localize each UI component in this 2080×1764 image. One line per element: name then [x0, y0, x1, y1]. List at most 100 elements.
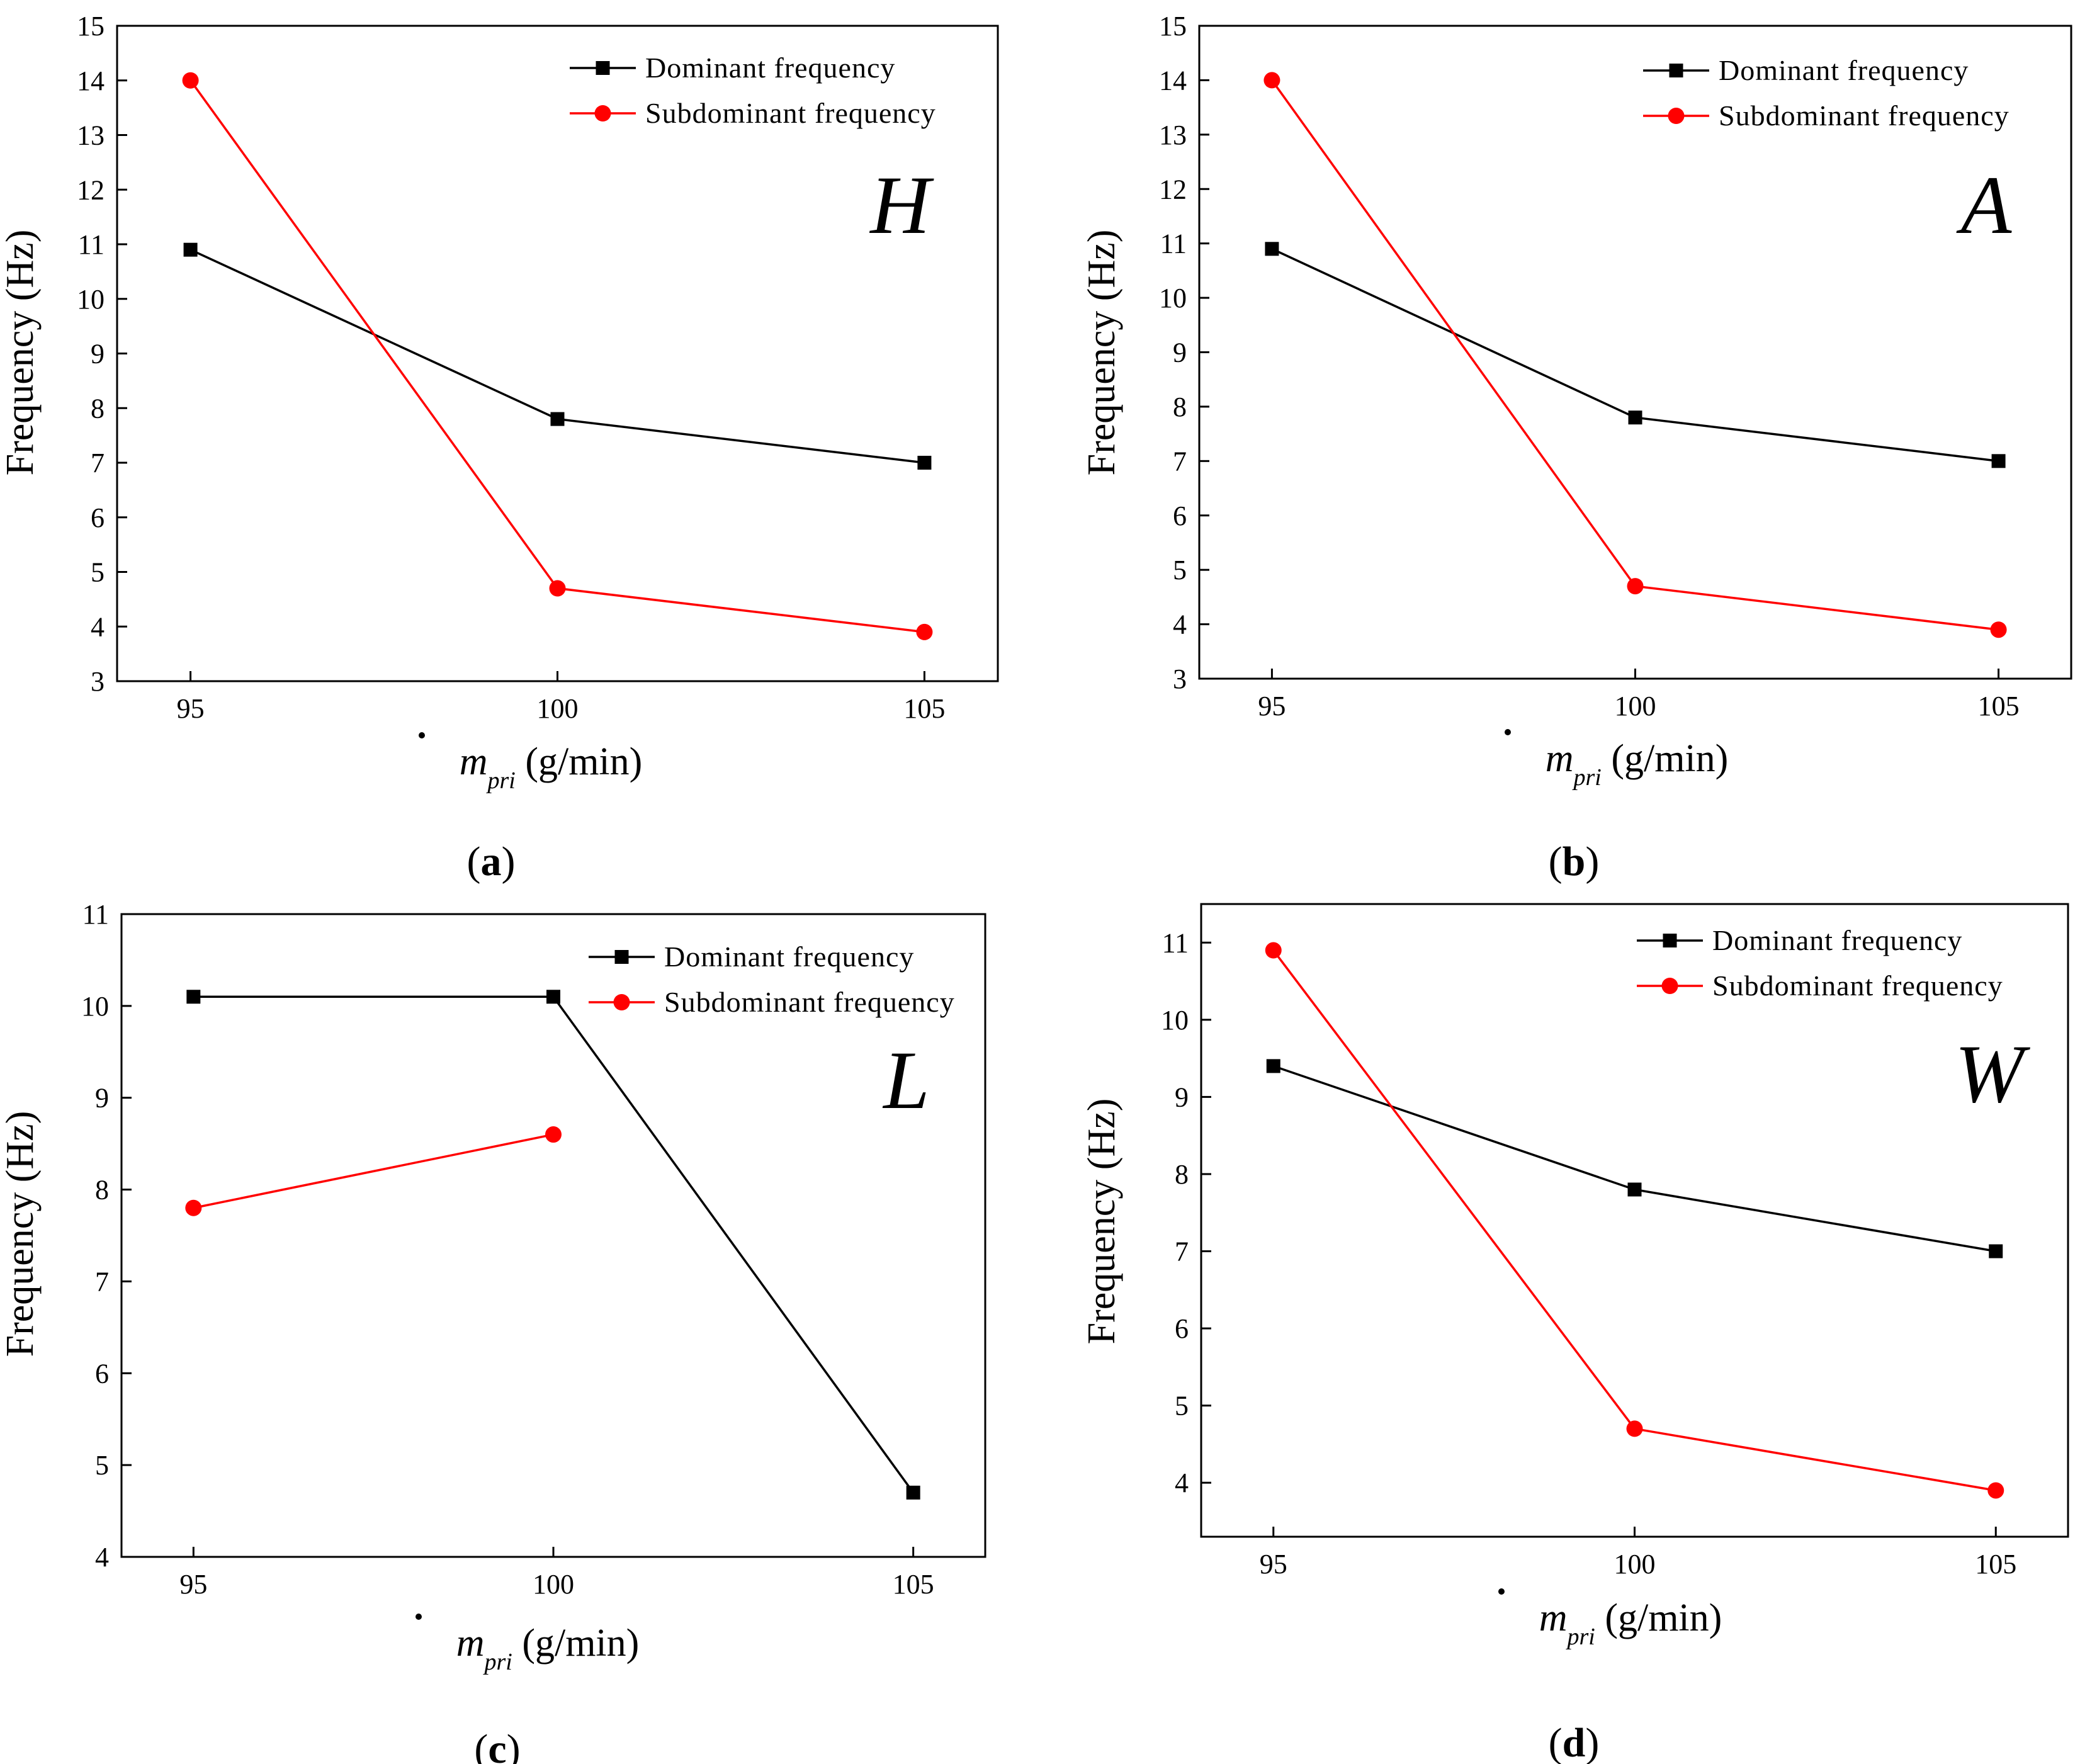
- caption-close: ): [502, 839, 516, 885]
- data-point-subdominant: [549, 580, 566, 597]
- caption-letter: d: [1563, 1720, 1586, 1764]
- y-tick-label: 11: [82, 899, 109, 930]
- x-tick-label: 95: [177, 693, 205, 724]
- x-axis-symbol: m: [456, 1622, 485, 1665]
- chart-panel-c: 4 5 6 7 8 9 10 11 95 100 105 Frequency (Hz) mpri (g/…: [0, 899, 986, 1764]
- x-axis-title: mpri (g/min): [460, 740, 643, 794]
- y-tick-label: 10: [77, 284, 105, 315]
- x-axis-title: mpri (g/min): [456, 1622, 640, 1675]
- y-tick-label: 10: [1159, 283, 1187, 314]
- data-point-dominant: [550, 412, 565, 426]
- y-tick-label: 5: [95, 1450, 109, 1481]
- data-point-dominant: [1989, 1244, 2003, 1258]
- y-tick-label: 13: [1159, 120, 1187, 150]
- data-point-dominant: [1628, 410, 1642, 425]
- legend-marker: [614, 950, 629, 964]
- x-axis-dot: [1498, 1588, 1505, 1595]
- y-tick-label: 4: [95, 1542, 109, 1573]
- data-point-subdominant: [185, 1199, 202, 1216]
- x-tick-label: 95: [1260, 1549, 1287, 1580]
- data-point-subdominant: [1263, 72, 1280, 89]
- x-tick-label: 95: [1258, 691, 1286, 721]
- y-tick-label: 9: [95, 1083, 109, 1114]
- legend-marker: [596, 61, 610, 75]
- legend-label: Subdominant frequency: [1719, 99, 2009, 132]
- legend-label: Dominant frequency: [645, 52, 895, 84]
- y-tick-label: 9: [91, 339, 105, 370]
- caption-close: ): [1585, 839, 1599, 885]
- data-point-subdominant: [1987, 1482, 2004, 1499]
- y-tick-label: 7: [1175, 1236, 1189, 1267]
- x-axis-unit: (g/min): [512, 1622, 639, 1665]
- x-tick-label: 100: [1614, 1549, 1656, 1580]
- x-axis-dot: [1505, 729, 1511, 735]
- x-axis-subscript: pri: [482, 1649, 512, 1675]
- data-point-dominant: [906, 1485, 920, 1500]
- y-axis-title: Frequency (Hz): [1080, 1099, 1123, 1345]
- data-point-subdominant: [1990, 621, 2007, 638]
- y-tick-label: 13: [77, 120, 105, 151]
- y-tick-label: 15: [77, 11, 105, 42]
- x-axis-title: mpri (g/min): [1539, 1597, 1722, 1650]
- caption-open: (: [1549, 839, 1563, 885]
- y-tick-label: 11: [1160, 229, 1187, 259]
- series-line-dominant: [193, 995, 915, 1493]
- y-tick-label: 7: [91, 448, 105, 478]
- y-tick-label: 8: [1173, 392, 1187, 422]
- y-tick-label: 12: [77, 174, 105, 205]
- legend-label: Subdominant frequency: [1712, 970, 2003, 1002]
- caption-open: (: [467, 839, 481, 885]
- panel-annotation: A: [1956, 159, 2013, 251]
- legend-label: Dominant frequency: [1719, 54, 1969, 86]
- x-axis-symbol: m: [1539, 1597, 1568, 1639]
- y-tick-label: 5: [1173, 555, 1187, 585]
- x-axis-symbol: m: [460, 740, 488, 783]
- legend-label: Dominant frequency: [664, 941, 914, 973]
- data-point-dominant: [186, 990, 201, 1004]
- y-axis-title: Frequency (Hz): [0, 230, 42, 476]
- x-tick-label: 95: [179, 1569, 207, 1600]
- x-tick-label: 105: [1978, 691, 2020, 721]
- legend-marker: [1663, 934, 1677, 947]
- x-tick-label: 105: [1975, 1549, 2016, 1580]
- legend-label: Subdominant frequency: [664, 986, 955, 1018]
- x-axis-unit: (g/min): [516, 740, 642, 783]
- legend-marker: [613, 994, 630, 1010]
- legend-marker: [1668, 108, 1685, 124]
- y-tick-label: 4: [91, 611, 105, 642]
- x-axis-unit: (g/min): [1602, 737, 1728, 780]
- x-tick-label: 100: [537, 693, 579, 724]
- x-axis-subscript: pri: [1565, 1624, 1595, 1650]
- y-tick-label: 5: [91, 557, 105, 588]
- legend-marker: [1669, 64, 1683, 77]
- data-point-dominant: [1627, 1182, 1642, 1197]
- panel-caption: (c): [474, 1726, 520, 1764]
- data-point-subdominant: [545, 1126, 562, 1143]
- caption-letter: b: [1563, 839, 1586, 885]
- legend-label: Dominant frequency: [1712, 924, 1962, 956]
- y-tick-label: 5: [1175, 1391, 1189, 1422]
- series-line-subdominant: [189, 79, 925, 633]
- legend-marker: [1661, 978, 1678, 994]
- y-tick-label: 12: [1159, 174, 1187, 205]
- y-axis-title: Frequency (Hz): [1080, 230, 1123, 476]
- y-tick-label: 6: [1173, 500, 1187, 531]
- y-tick-label: 9: [1175, 1082, 1189, 1112]
- y-tick-label: 7: [95, 1266, 109, 1297]
- x-axis-title: mpri (g/min): [1546, 737, 1729, 791]
- series-line-dominant: [189, 249, 925, 464]
- y-tick-label: 14: [1159, 65, 1187, 96]
- data-point-subdominant: [1627, 578, 1644, 595]
- data-point-dominant: [546, 990, 560, 1004]
- x-tick-label: 100: [533, 1569, 574, 1600]
- data-point-dominant: [917, 456, 932, 470]
- x-axis-subscript: pri: [1571, 764, 1601, 791]
- x-axis-dot: [419, 732, 425, 738]
- panel-annotation: W: [1955, 1027, 2030, 1120]
- x-tick-label: 100: [1615, 691, 1656, 721]
- y-tick-label: 8: [1175, 1159, 1189, 1190]
- y-tick-label: 10: [81, 991, 109, 1022]
- x-tick-label: 105: [893, 1569, 934, 1600]
- x-tick-label: 105: [903, 693, 945, 724]
